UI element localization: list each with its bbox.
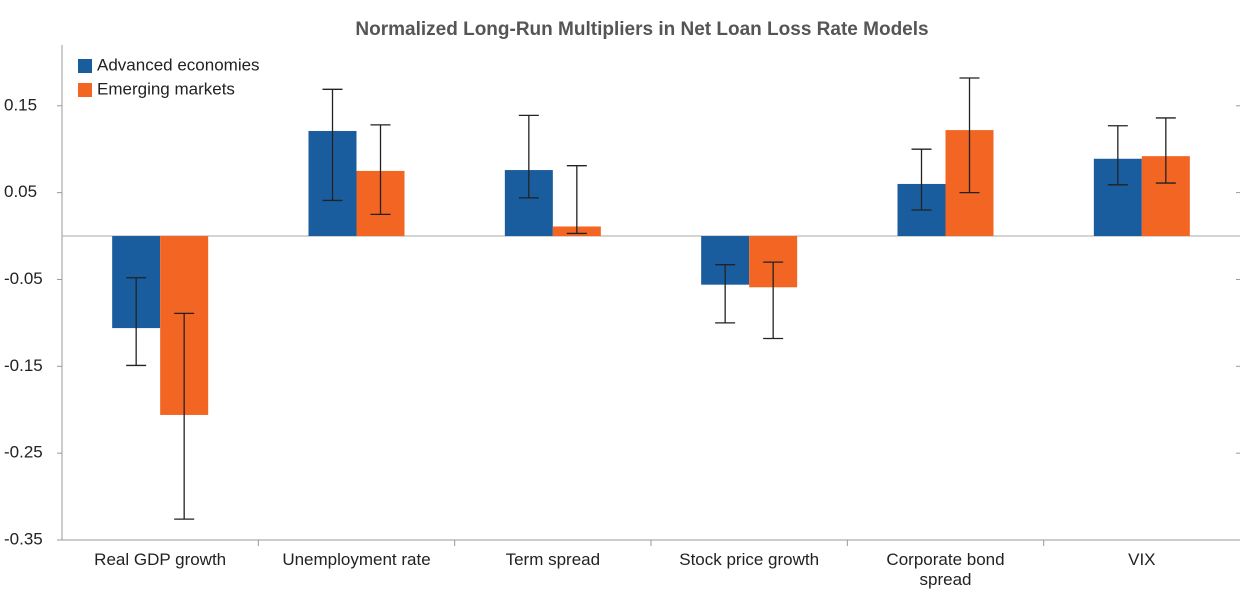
x-tick-label: Term spread — [505, 550, 601, 569]
x-tick-label: Real GDP growth — [94, 550, 227, 569]
chart-title: Normalized Long-Run Multipliers in Net L… — [355, 19, 928, 40]
x-tick-label: Stock price growth — [679, 550, 820, 569]
y-tick-label: 0.05 — [4, 182, 37, 201]
y-tick-label: -0.15 — [4, 356, 43, 375]
legend-swatch — [78, 83, 92, 97]
y-tick-label: -0.35 — [4, 529, 43, 548]
y-tick-label: -0.25 — [4, 443, 43, 462]
legend-label: Advanced economies — [97, 55, 260, 74]
x-tick-label: VIX — [1128, 550, 1156, 569]
legend-label: Emerging markets — [97, 79, 235, 98]
x-tick-label: Unemployment rate — [282, 550, 431, 569]
y-tick-label: 0.15 — [4, 95, 37, 114]
legend-swatch — [78, 59, 92, 73]
x-tick-label: Corporate bond spread — [886, 550, 1005, 589]
y-tick-label: -0.05 — [4, 269, 43, 288]
